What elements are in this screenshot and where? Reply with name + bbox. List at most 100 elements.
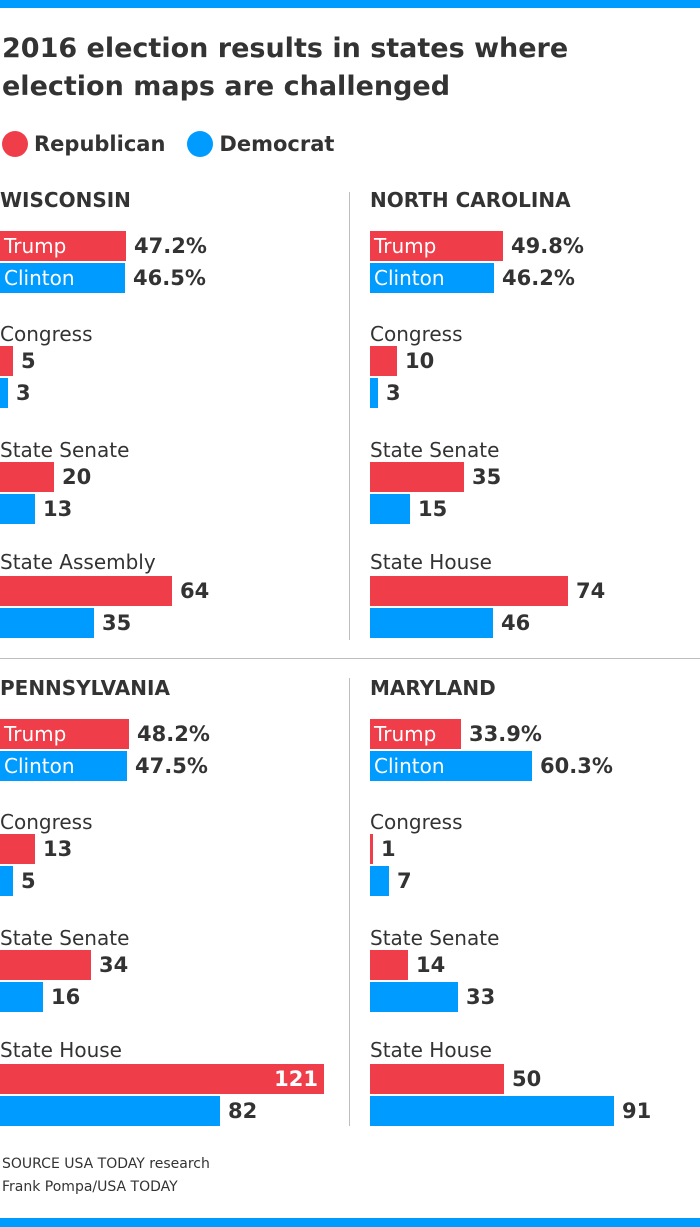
- seat-bar-democrat: [370, 378, 378, 408]
- chamber-label-congress: Congress: [0, 322, 93, 346]
- seat-value-republican: 10: [405, 349, 435, 373]
- seat-bar-republican: [370, 950, 408, 980]
- seat-bar-democrat: [0, 494, 35, 524]
- legend-item-democrat: Democrat: [187, 131, 334, 157]
- seat-value-democrat: 33: [466, 985, 496, 1009]
- president-candidate-label: Clinton: [374, 754, 445, 778]
- chamber-label-state-senate: State Senate: [370, 926, 500, 950]
- seat-value-republican: 35: [472, 465, 502, 489]
- seat-bar-republican: [370, 834, 373, 864]
- vertical-divider-bottom: [349, 678, 350, 1126]
- seat-value-republican: 74: [576, 579, 606, 603]
- seat-value-republican: 1: [381, 837, 396, 861]
- top-accent-bar: [0, 0, 700, 8]
- president-percent-label: 46.2%: [502, 266, 575, 290]
- source-line: SOURCE USA TODAY research: [2, 1156, 210, 1172]
- seat-value-democrat: 46: [501, 611, 531, 635]
- horizontal-divider: [0, 658, 700, 659]
- president-percent-label: 47.2%: [134, 234, 207, 258]
- president-candidate-label: Clinton: [374, 266, 445, 290]
- state-name: NORTH CAROLINA: [370, 188, 571, 212]
- seat-value-republican: 20: [62, 465, 92, 489]
- legend-item-republican: Republican: [2, 131, 165, 157]
- president-percent-label: 47.5%: [135, 754, 208, 778]
- seat-bar-democrat: [0, 378, 8, 408]
- seat-bar-democrat: [370, 982, 458, 1012]
- seat-bar-republican: [0, 834, 35, 864]
- chamber-label-state-house: State House: [370, 1038, 492, 1062]
- chamber-label-state-senate: State Senate: [370, 438, 500, 462]
- president-candidate-label: Trump: [374, 722, 437, 746]
- chamber-label-congress: Congress: [0, 810, 93, 834]
- seat-value-democrat: 91: [622, 1099, 652, 1123]
- chamber-label-state-house: State House: [370, 550, 492, 574]
- credit-line: Frank Pompa/USA TODAY: [2, 1179, 178, 1195]
- seat-bar-republican: [0, 346, 13, 376]
- chamber-label-state-assembly: State Assembly: [0, 550, 156, 574]
- state-panel-pennsylvania: PENNSYLVANIA Trump 48.2% Clinton 47.5% Congre…: [0, 676, 330, 1136]
- president-bar-clinton: Clinton: [370, 263, 494, 293]
- legend: Republican Democrat: [2, 130, 356, 158]
- seat-bar-democrat: [0, 1096, 220, 1126]
- president-bar-trump: Trump: [0, 719, 129, 749]
- chamber-label-congress: Congress: [370, 322, 463, 346]
- state-panel-north-carolina: NORTH CAROLINA Trump 49.8% Clinton 46.2% Cong…: [370, 188, 700, 648]
- chamber-label-state-senate: State Senate: [0, 438, 130, 462]
- president-percent-label: 46.5%: [133, 266, 206, 290]
- seat-bar-republican: [0, 1064, 324, 1094]
- state-name: WISCONSIN: [0, 188, 131, 212]
- seat-value-republican: 34: [99, 953, 129, 977]
- president-candidate-label: Clinton: [4, 266, 75, 290]
- president-bar-trump: Trump: [370, 231, 503, 261]
- seat-value-republican: 121: [274, 1067, 318, 1091]
- chamber-label-congress: Congress: [370, 810, 463, 834]
- seat-value-democrat: 13: [43, 497, 73, 521]
- state-panel-maryland: MARYLAND Trump 33.9% Clinton 60.3% Congress 1 7…: [370, 676, 700, 1136]
- state-panel-wisconsin: WISCONSIN Trump 47.2% Clinton 46.5% Congress 5…: [0, 188, 330, 648]
- vertical-divider-top: [349, 192, 350, 640]
- seat-bar-republican: [0, 950, 91, 980]
- seat-bar-republican: [370, 1064, 504, 1094]
- seat-value-democrat: 3: [386, 381, 401, 405]
- seat-value-democrat: 82: [228, 1099, 258, 1123]
- seat-value-republican: 14: [416, 953, 446, 977]
- seat-value-democrat: 15: [418, 497, 448, 521]
- president-candidate-label: Trump: [374, 234, 437, 258]
- seat-bar-republican: [370, 576, 568, 606]
- legend-label-democrat: Democrat: [219, 132, 335, 156]
- seat-bar-republican: [370, 462, 464, 492]
- president-bar-clinton: Clinton: [0, 263, 125, 293]
- state-name: MARYLAND: [370, 676, 496, 700]
- seat-value-democrat: 3: [16, 381, 31, 405]
- president-percent-label: 60.3%: [540, 754, 613, 778]
- seat-value-republican: 5: [21, 349, 36, 373]
- seat-bar-democrat: [0, 866, 13, 896]
- president-candidate-label: Clinton: [4, 754, 75, 778]
- seat-bar-democrat: [370, 1096, 614, 1126]
- legend-dot-democrat: [187, 131, 214, 157]
- seat-value-republican: 64: [180, 579, 210, 603]
- seat-value-democrat: 5: [21, 869, 36, 893]
- president-bar-trump: Trump: [370, 719, 461, 749]
- seat-value-democrat: 7: [397, 869, 412, 893]
- president-bar-clinton: Clinton: [370, 751, 532, 781]
- president-percent-label: 48.2%: [137, 722, 210, 746]
- state-name: PENNSYLVANIA: [0, 676, 170, 700]
- president-percent-label: 33.9%: [469, 722, 542, 746]
- seat-value-democrat: 16: [51, 985, 81, 1009]
- seat-bar-republican: [0, 576, 172, 606]
- seat-bar-democrat: [370, 866, 389, 896]
- seat-bar-republican: [370, 346, 397, 376]
- seat-bar-democrat: [370, 494, 410, 524]
- seat-bar-democrat: [0, 982, 43, 1012]
- president-candidate-label: Trump: [4, 722, 67, 746]
- chamber-label-state-senate: State Senate: [0, 926, 130, 950]
- bottom-accent-bar: [0, 1218, 700, 1227]
- seat-bar-republican: [0, 462, 54, 492]
- president-bar-trump: Trump: [0, 231, 126, 261]
- seat-bar-democrat: [370, 608, 493, 638]
- chamber-label-state-house: State House: [0, 1038, 122, 1062]
- seat-value-democrat: 35: [102, 611, 132, 635]
- president-percent-label: 49.8%: [511, 234, 584, 258]
- seat-value-republican: 50: [512, 1067, 542, 1091]
